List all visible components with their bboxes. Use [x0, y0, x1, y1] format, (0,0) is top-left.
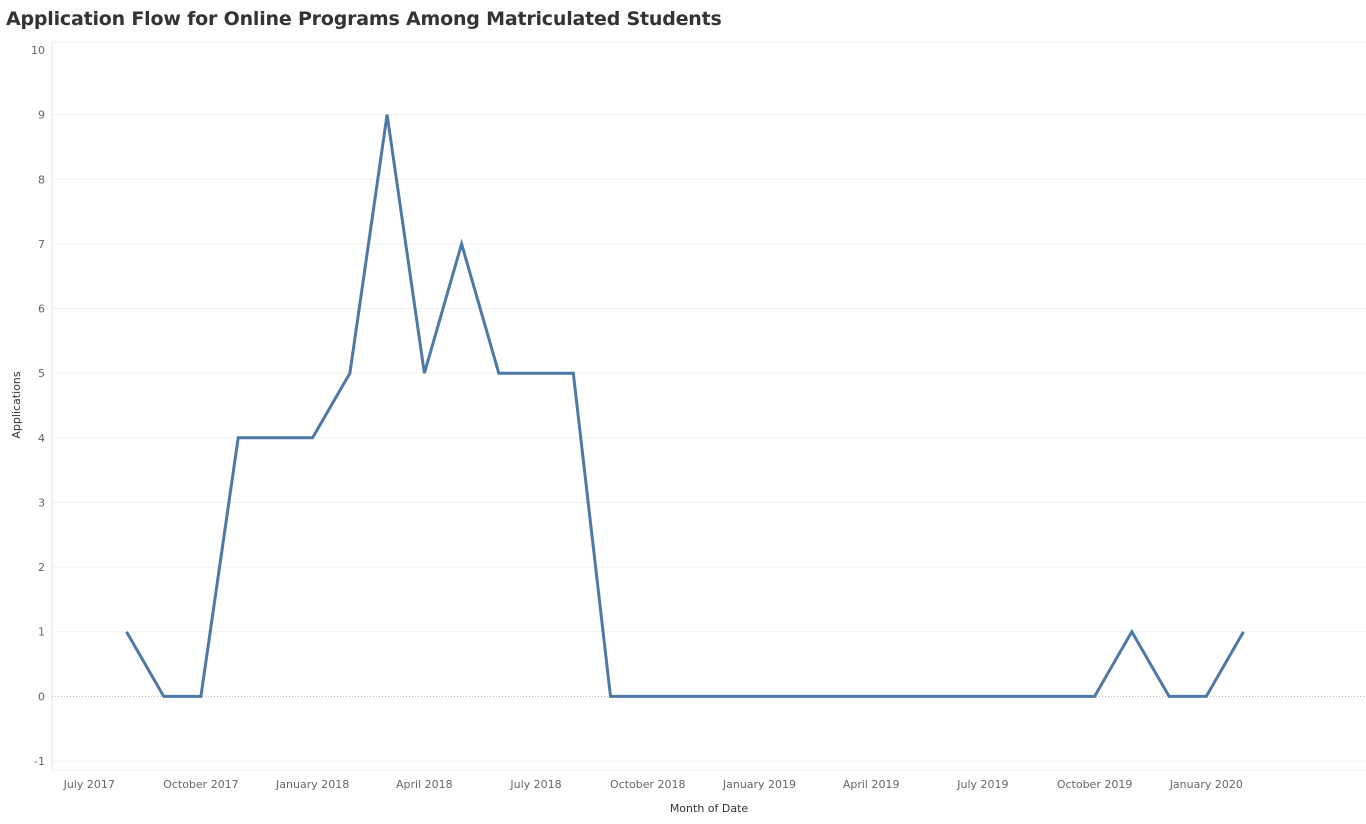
x-tick-label: January 2018: [275, 778, 349, 791]
series-line: [125, 114, 1245, 698]
x-tick-label: April 2019: [843, 778, 900, 791]
x-axis-ticks: July 2017 October 2017 January 2018 April 2…: [63, 778, 1243, 791]
y-tick-label: 2: [38, 561, 45, 574]
x-tick-label: July 2018: [509, 778, 561, 791]
x-tick-label: July 2019: [956, 778, 1008, 791]
y-tick-label: -1: [34, 755, 45, 768]
y-tick-label: 6: [38, 303, 45, 316]
y-axis-title: Applications: [10, 371, 23, 438]
y-tick-label: 3: [38, 496, 45, 509]
y-tick-label: 8: [38, 173, 45, 186]
x-axis-title: Month of Date: [670, 802, 749, 815]
y-tick-label: 1: [38, 626, 45, 639]
x-tick-label: April 2018: [396, 778, 453, 791]
chart-title: Application Flow for Online Programs Amo…: [6, 8, 722, 30]
y-tick-label: 7: [38, 238, 45, 251]
x-tick-label: October 2018: [610, 778, 686, 791]
x-tick-label: January 2019: [722, 778, 796, 791]
y-tick-label: 4: [38, 432, 45, 445]
y-tick-label: 0: [38, 690, 45, 703]
y-tick-label: 10: [31, 44, 45, 57]
x-tick-label: January 2020: [1169, 778, 1243, 791]
series-layer: [125, 114, 1245, 698]
x-tick-label: October 2019: [1057, 778, 1133, 791]
y-tick-label: 5: [38, 367, 45, 380]
x-tick-label: October 2017: [163, 778, 239, 791]
gridlines: [51, 41, 1366, 771]
x-tick-label: July 2017: [63, 778, 115, 791]
y-tick-label: 9: [38, 109, 45, 122]
y-axis-ticks: -1 0 1 2 3 4 5 6 7 8 9 10: [31, 44, 45, 768]
